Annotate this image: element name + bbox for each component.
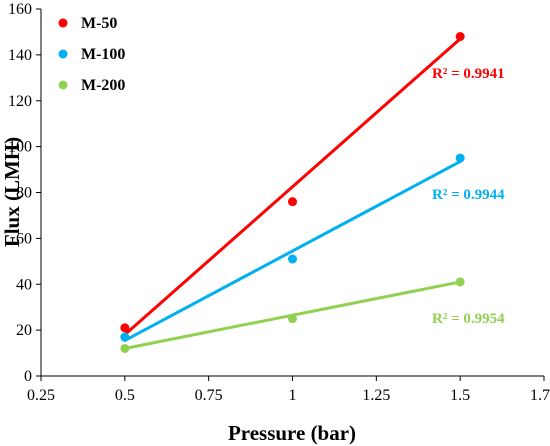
fit-line-m-50 <box>123 37 462 337</box>
y-tick-label: 100 <box>8 139 32 156</box>
data-point-m-100 <box>455 153 465 163</box>
legend-label-m-50: M-50 <box>81 15 117 32</box>
fit-lines <box>123 37 462 350</box>
x-tick-label: 0.75 <box>195 387 223 404</box>
data-point-m-50 <box>120 323 130 333</box>
data-point-m-100 <box>288 254 297 264</box>
legend-marker-m-100 <box>58 49 68 59</box>
y-tick-label: 80 <box>16 185 32 202</box>
legend-marker-m-50 <box>58 18 68 28</box>
r2-label-m-100: R² = 0.9944 <box>432 187 505 203</box>
y-tick-label: 0 <box>24 368 32 385</box>
x-axis-label: Pressure (bar) <box>228 421 356 445</box>
y-tick-label: 160 <box>8 1 32 18</box>
y-tick-label: 120 <box>8 93 32 110</box>
y-axis-label: Flux (LMH) <box>0 137 24 247</box>
x-ticks: 0.25 0.5 0.75 1 1.25 1.5 1.75 <box>27 376 550 404</box>
data-point-m-100 <box>120 332 130 342</box>
y-ticks: 0 20 40 60 80 100 120 140 160 <box>8 1 41 385</box>
data-point-m-50 <box>288 197 297 207</box>
fit-line-m-100 <box>123 160 462 342</box>
y-tick-label: 60 <box>16 230 32 247</box>
x-tick-label: 0.5 <box>115 387 135 404</box>
data-point-m-200 <box>120 343 130 353</box>
r2-annotations: R² = 0.9941 R² = 0.9944 R² = 0.9954 <box>432 66 505 327</box>
data-point-m-50 <box>455 32 465 42</box>
y-tick-label: 20 <box>16 322 32 339</box>
x-tick-label: 1 <box>289 387 297 404</box>
y-tick-label: 40 <box>16 276 32 293</box>
y-tick-label: 140 <box>8 47 32 64</box>
legend-marker-m-200 <box>58 80 68 90</box>
legend-label-m-200: M-200 <box>81 77 125 94</box>
x-tick-label: 0.25 <box>27 387 55 404</box>
r2-label-m-200: R² = 0.9954 <box>432 311 505 327</box>
x-tick-label: 1.25 <box>362 387 390 404</box>
data-point-m-200 <box>455 277 465 287</box>
data-point-m-200 <box>288 314 297 324</box>
x-tick-label: 1.5 <box>450 387 470 404</box>
r2-label-m-50: R² = 0.9941 <box>432 66 505 82</box>
data-points <box>120 32 465 353</box>
legend-label-m-100: M-100 <box>81 46 125 63</box>
plot-area: 0.25 0.5 0.75 1 1.25 1.5 1.75 0 20 40 60 80 100 120 1… <box>8 1 550 404</box>
legend: M-50 M-100 M-200 <box>58 15 125 94</box>
x-tick-label: 1.75 <box>530 387 550 404</box>
